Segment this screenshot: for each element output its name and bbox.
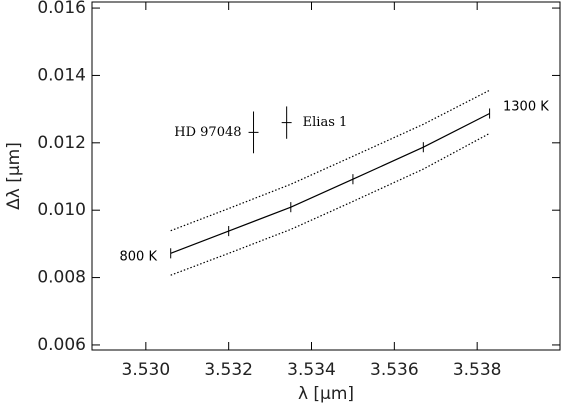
x-tick-label: 3.530 [122, 360, 171, 380]
y-tick-label: 0.016 [37, 0, 86, 18]
model-curve [170, 112, 490, 254]
obs-label: HD 97048 [174, 125, 241, 140]
annotation: 1300 K [503, 100, 549, 115]
y-tick-label: 0.008 [37, 268, 86, 288]
x-axis-label: λ [μm] [298, 384, 354, 404]
y-tick-label: 0.006 [37, 335, 86, 355]
obs-label: Elias 1 [303, 115, 348, 130]
bound-curve [170, 132, 490, 276]
y-tick-label: 0.010 [37, 200, 86, 220]
y-tick-label: 0.012 [37, 133, 86, 153]
x-tick-label: 3.536 [370, 360, 419, 380]
x-tick-label: 3.532 [204, 360, 253, 380]
y-axis-label: Δλ [μm] [4, 142, 24, 210]
y-tick-label: 0.014 [37, 65, 86, 85]
annotation: 800 K [120, 250, 158, 265]
plot-frame [91, 1, 561, 351]
x-tick-label: 3.538 [453, 360, 502, 380]
bound-curve [170, 89, 490, 232]
x-tick-label: 3.534 [287, 360, 336, 380]
